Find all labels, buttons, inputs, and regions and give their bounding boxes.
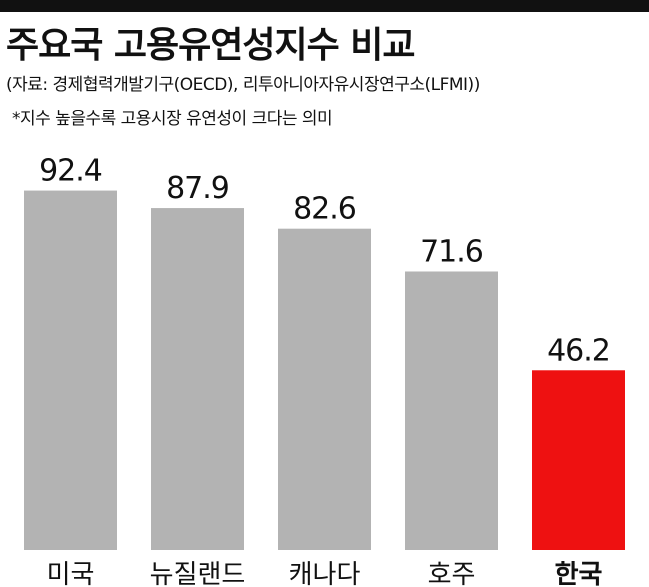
category-label-0: 미국 [47,560,95,587]
category-label-2: 캐나다 [289,560,361,587]
value-label-0: 92.4 [39,154,102,189]
value-label-4: 46.2 [547,333,610,368]
bar-3 [405,271,498,550]
bar-4 [532,370,625,550]
value-label-2: 82.6 [293,192,356,227]
category-label-4: 한국 [555,560,603,587]
bar-2 [278,228,371,550]
top-accent-bar [0,0,649,12]
value-label-1: 87.9 [166,171,229,206]
chart-title: 주요국 고용유연성지수 비교 [6,25,416,66]
source-text: (자료: 경제협력개발기구(OECD), 리투아니아자유시장연구소(LFMI)) [6,75,480,95]
footnote-text: *지수 높을수록 고용시장 유연성이 크다는 의미 [12,109,333,129]
bar-1 [151,208,244,550]
value-label-3: 71.6 [420,234,483,269]
category-label-1: 뉴질랜드 [150,560,246,587]
bar-0 [24,190,117,550]
category-label-3: 호주 [428,560,476,587]
